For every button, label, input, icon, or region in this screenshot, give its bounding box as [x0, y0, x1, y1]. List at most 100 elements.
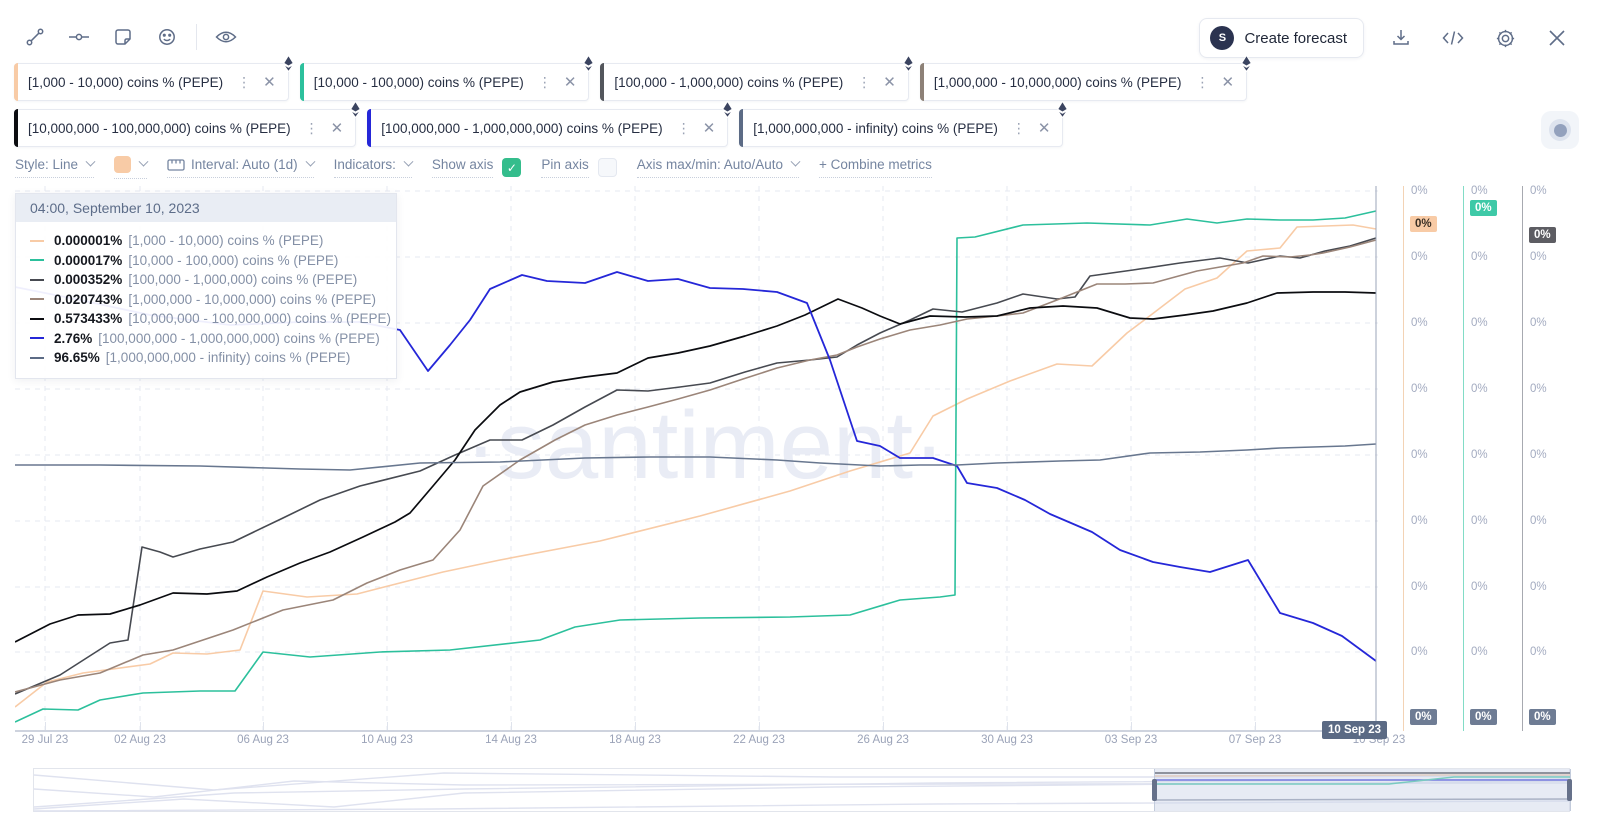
- series-line: [14, 271, 1377, 662]
- y-axis-bottom-badge: 0%: [1529, 709, 1556, 725]
- code-icon[interactable]: [1438, 23, 1468, 53]
- x-axis-tick: [263, 722, 264, 730]
- kebab-menu-icon[interactable]: ⋮: [1195, 73, 1210, 90]
- x-axis-label: 06 Aug 23: [237, 734, 289, 746]
- metric-chip[interactable]: [100,000 - 1,000,000) coins % (PEPE) ⋮ ✕: [600, 54, 914, 101]
- series-dash-icon: [30, 239, 44, 242]
- ethereum-icon: [1057, 100, 1069, 121]
- metric-accent-bar: [14, 109, 18, 147]
- ethereum-icon: [350, 100, 362, 121]
- tooltip-row: 0.573433% [10,000,000 - 100,000,000) coin…: [30, 309, 391, 329]
- eye-icon[interactable]: [211, 22, 241, 52]
- style-selector[interactable]: Style: Line: [15, 156, 96, 178]
- show-axis-checkbox[interactable]: ✓: [502, 158, 522, 177]
- y-axis-tick-label: 0%: [1411, 383, 1428, 395]
- tooltip-label: [1,000,000 - 10,000,000) coins % (PEPE): [128, 291, 376, 307]
- y-axis-tick-label: 0%: [1411, 581, 1428, 593]
- metric-chip[interactable]: [1,000,000,000 - infinity) coins % (PEPE…: [739, 100, 1069, 147]
- y-axis-column[interactable]: 0% 0% 0% 0% 0% 0% 0% 0% 0% 0%: [1522, 185, 1574, 731]
- tooltip-value: 0.000001%: [54, 233, 123, 249]
- close-icon[interactable]: ✕: [563, 73, 577, 91]
- y-axis-tick-label: 0%: [1471, 449, 1488, 461]
- navigator-line: [34, 780, 1571, 810]
- santiment-watermark: ·santiment·: [465, 392, 945, 499]
- y-axis-column[interactable]: 0% 0% 0% 0% 0% 0% 0% 0% 0% 0%: [1463, 185, 1515, 731]
- kebab-menu-icon[interactable]: ⋮: [237, 73, 252, 90]
- series-color-swatch: [114, 156, 132, 173]
- y-axis-tick-label: 0%: [1530, 317, 1547, 329]
- tooltip-label: [10,000 - 100,000) coins % (PEPE): [128, 252, 339, 268]
- x-axis-label: 03 Sep 23: [1104, 734, 1158, 746]
- navigator-right-handle[interactable]: [1567, 779, 1572, 801]
- kebab-menu-icon[interactable]: ⋮: [1011, 119, 1026, 136]
- chips-overflow-dot-button[interactable]: [1541, 111, 1579, 149]
- kebab-menu-icon[interactable]: ⋮: [537, 73, 552, 90]
- navigator-left-handle[interactable]: [1152, 779, 1157, 801]
- close-icon[interactable]: ✕: [330, 119, 344, 137]
- metric-chip[interactable]: [1,000 - 10,000) coins % (PEPE) ⋮ ✕: [14, 54, 294, 101]
- y-axis-bottom-badge: 0%: [1470, 709, 1497, 725]
- interval-selector[interactable]: Interval: Auto (1d): [167, 156, 316, 178]
- combine-metrics-button[interactable]: + Combine metrics: [819, 157, 932, 178]
- series-dash-icon: [30, 356, 44, 359]
- color-swatch-selector[interactable]: [114, 156, 149, 179]
- metric-accent-bar: [739, 109, 744, 147]
- create-forecast-button[interactable]: S Create forecast: [1199, 18, 1364, 58]
- y-axis-tick-label: 0%: [1411, 251, 1428, 263]
- metric-chip[interactable]: [100,000,000 - 1,000,000,000) coins % (P…: [367, 100, 734, 147]
- y-axis-tick-label: 0%: [1471, 251, 1488, 263]
- slider-point-icon[interactable]: [64, 22, 94, 52]
- metric-chip[interactable]: [1,000,000 - 10,000,000) coins % (PEPE) ⋮…: [919, 54, 1253, 101]
- kebab-menu-icon[interactable]: ⋮: [676, 119, 691, 136]
- note-icon[interactable]: [108, 22, 138, 52]
- ethereum-icon: [722, 100, 734, 121]
- close-icon[interactable]: ✕: [702, 119, 716, 137]
- tooltip-value: 0.000017%: [54, 252, 123, 268]
- series-line: [14, 210, 1377, 723]
- y-axis-tick-label: 0%: [1471, 185, 1488, 197]
- download-icon[interactable]: [1386, 23, 1416, 53]
- navigator-line: [34, 772, 1571, 791]
- y-axis-tick-label: 0%: [1471, 646, 1488, 658]
- y-axis-tick-label: 0%: [1530, 515, 1547, 527]
- chevron-down-icon: [85, 156, 96, 167]
- metric-chips-row-1: [1,000 - 10,000) coins % (PEPE) ⋮ ✕ [10,000…: [14, 54, 1253, 101]
- gear-icon[interactable]: [1490, 23, 1520, 53]
- close-icon[interactable]: ✕: [263, 73, 276, 91]
- x-axis-tick: [387, 722, 388, 730]
- show-axis-label: Show axis: [431, 157, 494, 178]
- close-icon[interactable]: ✕: [1221, 73, 1235, 91]
- kebab-menu-icon[interactable]: ⋮: [304, 119, 319, 136]
- y-axis-tick-label: 0%: [1530, 251, 1547, 263]
- x-axis-tick: [759, 722, 760, 730]
- close-icon[interactable]: [1542, 23, 1572, 53]
- close-icon[interactable]: ✕: [883, 73, 896, 91]
- combine-metrics-label: + Combine metrics: [819, 157, 932, 172]
- time-range-navigator[interactable]: [33, 768, 1572, 812]
- trend-line-icon[interactable]: [20, 22, 50, 52]
- y-axis-tick-label: 0%: [1530, 449, 1547, 461]
- chevron-down-icon: [790, 156, 801, 167]
- ethereum-icon: [282, 54, 294, 75]
- chart-canvas[interactable]: ·santiment·: [14, 186, 1380, 731]
- metric-chip[interactable]: [10,000,000 - 100,000,000) coins % (PEPE…: [14, 100, 362, 147]
- y-axis-column[interactable]: 0% 0% 0% 0% 0% 0% 0% 0% 0% 0%: [1403, 185, 1455, 731]
- y-axis-tick-label: 0%: [1411, 646, 1428, 658]
- metric-accent-bar: [299, 63, 304, 101]
- x-axis-label: 14 Aug 23: [485, 734, 537, 746]
- close-icon[interactable]: ✕: [1037, 119, 1051, 137]
- indicators-selector[interactable]: Indicators:: [333, 156, 414, 178]
- tooltip-row: 96.65% [1,000,000,000 - infinity) coins %…: [30, 348, 382, 368]
- pin-axis-control: Pin axis: [541, 157, 617, 178]
- tooltip-row: 0.000352% [100,000 - 1,000,000) coins % (…: [30, 270, 382, 290]
- navigator-line: [34, 800, 1571, 812]
- axis-maxmin-selector[interactable]: Axis max/min: Auto/Auto: [636, 156, 801, 178]
- metric-chip[interactable]: [10,000 - 100,000) coins % (PEPE) ⋮ ✕: [299, 54, 595, 101]
- kebab-menu-icon[interactable]: ⋮: [857, 73, 872, 90]
- emoji-icon[interactable]: [152, 22, 182, 52]
- pin-axis-checkbox[interactable]: [597, 158, 617, 177]
- y-axis-tick-label: 0%: [1471, 581, 1488, 593]
- tooltip-row: 0.000001% [1,000 - 10,000) coins % (PEPE): [30, 231, 382, 251]
- y-axis-tick-label: 0%: [1411, 185, 1428, 197]
- navigator-selection[interactable]: [1154, 769, 1571, 811]
